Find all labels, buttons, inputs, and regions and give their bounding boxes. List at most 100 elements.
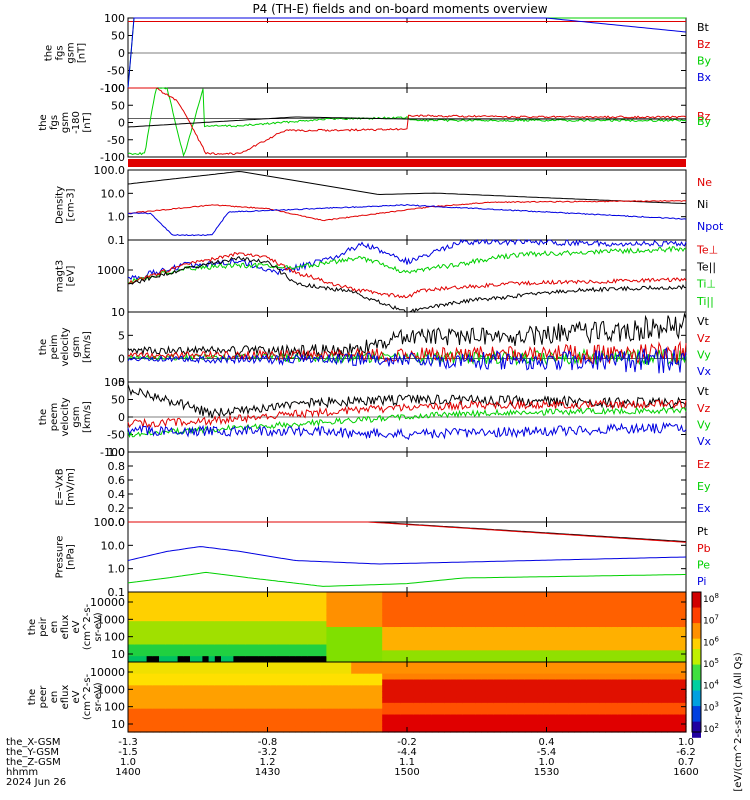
heatmap-cell <box>456 662 464 669</box>
heatmap-cell <box>444 656 451 663</box>
heatmap-cell <box>177 615 185 622</box>
heatmap-cell <box>493 667 501 675</box>
heatmap-cell <box>456 691 464 698</box>
y-tick-label: 10000 <box>90 596 125 609</box>
heatmap-cell <box>524 597 532 605</box>
heatmap-cell <box>369 708 377 716</box>
heatmap-cell <box>314 638 321 646</box>
heatmap-cell <box>648 656 656 663</box>
heatmap-cell <box>407 726 414 733</box>
ephemeris-label: hhmm <box>6 767 38 778</box>
heatmap-cell <box>332 627 340 634</box>
heatmap-cell <box>258 592 265 599</box>
heatmap-cell <box>376 609 383 616</box>
heatmap-cell <box>363 603 371 611</box>
heatmap-cell <box>568 679 575 686</box>
heatmap-cell <box>171 621 179 628</box>
heatmap-cell <box>165 702 172 710</box>
heatmap-cell <box>493 720 501 727</box>
heatmap-cell <box>171 644 179 651</box>
ephemeris-value: 1.2 <box>260 757 276 768</box>
heatmap-cell <box>171 726 179 733</box>
heatmap-cell <box>295 667 303 675</box>
heatmap-cell <box>568 726 575 733</box>
heatmap-cell <box>661 603 668 611</box>
heatmap-cell <box>357 697 365 704</box>
heatmap-cell <box>450 720 458 727</box>
heatmap-cell <box>394 720 402 727</box>
heatmap-cell <box>648 632 656 640</box>
y-tick-label: 1000 <box>97 683 125 696</box>
heatmap-cell <box>487 679 495 686</box>
heatmap-cell <box>462 726 470 733</box>
heatmap-cell <box>599 638 606 646</box>
heatmap-cell <box>624 691 631 698</box>
heatmap-cell <box>382 679 389 686</box>
heatmap-cell <box>289 632 296 640</box>
heatmap-cell <box>165 632 172 640</box>
heatmap-cell <box>338 679 346 686</box>
heatmap-cell <box>289 627 296 634</box>
heatmap-cell <box>258 644 265 651</box>
heatmap-cell <box>605 621 613 628</box>
heatmap-cell <box>407 592 414 599</box>
heatmap-cell <box>177 673 185 681</box>
heatmap-cell <box>462 679 470 686</box>
heatmap-cell <box>301 685 309 692</box>
heatmap-cell <box>351 603 358 611</box>
heatmap-cell <box>388 673 396 681</box>
heatmap-cell <box>624 644 631 651</box>
heatmap-cell <box>555 662 563 669</box>
heatmap-cell <box>586 708 594 716</box>
heatmap-cell <box>400 679 408 686</box>
heatmap-cell <box>183 597 191 605</box>
heatmap-cell <box>456 720 464 727</box>
heatmap-cell <box>599 615 606 622</box>
heatmap-cell <box>394 656 402 663</box>
heatmap-cell <box>469 650 476 657</box>
colorbar-cell <box>692 685 701 692</box>
heatmap-cell <box>617 632 625 640</box>
heatmap-cell <box>642 708 650 716</box>
heatmap-cell <box>673 720 681 727</box>
heatmap-cell <box>221 627 228 634</box>
heatmap-cell <box>190 720 197 727</box>
heatmap-cell <box>512 615 520 622</box>
heatmap-cell <box>221 667 228 675</box>
heatmap-cell <box>444 603 451 611</box>
heatmap-cell <box>357 650 365 657</box>
heatmap-cell <box>481 621 489 628</box>
heatmap-cell <box>128 603 135 611</box>
heatmap-cell <box>171 691 179 698</box>
heatmap-cell <box>283 644 290 651</box>
heatmap-cell <box>320 697 327 704</box>
heatmap-cell <box>537 708 544 716</box>
heatmap-cell <box>611 667 619 675</box>
heatmap-cell <box>283 638 290 646</box>
heatmap-cell <box>171 685 179 692</box>
y-tick-label: 1.0 <box>108 211 126 224</box>
heatmap-cell <box>128 615 135 622</box>
heatmap-cell <box>648 708 656 716</box>
heatmap-cell <box>221 726 228 733</box>
heatmap-cell <box>214 662 222 669</box>
heatmap-cell <box>673 702 681 710</box>
heatmap-cell <box>252 638 259 646</box>
heatmap-cell <box>475 615 482 622</box>
ephemeris-label: the_X-GSM <box>6 737 60 748</box>
heatmap-cell <box>438 656 445 663</box>
heatmap-cell <box>196 697 203 704</box>
heatmap-cell <box>140 603 148 611</box>
heatmap-cell <box>431 656 439 663</box>
heatmap-cell <box>524 627 532 634</box>
heatmap-cell <box>264 702 272 710</box>
heatmap-cell <box>128 702 135 710</box>
heatmap-cell <box>320 662 327 669</box>
heatmap-cell <box>586 638 594 646</box>
heatmap-cell <box>419 679 427 686</box>
heatmap-cell <box>580 650 588 657</box>
heatmap-cell <box>258 609 265 616</box>
heatmap-cell <box>276 702 284 710</box>
heatmap-cell <box>214 597 222 605</box>
